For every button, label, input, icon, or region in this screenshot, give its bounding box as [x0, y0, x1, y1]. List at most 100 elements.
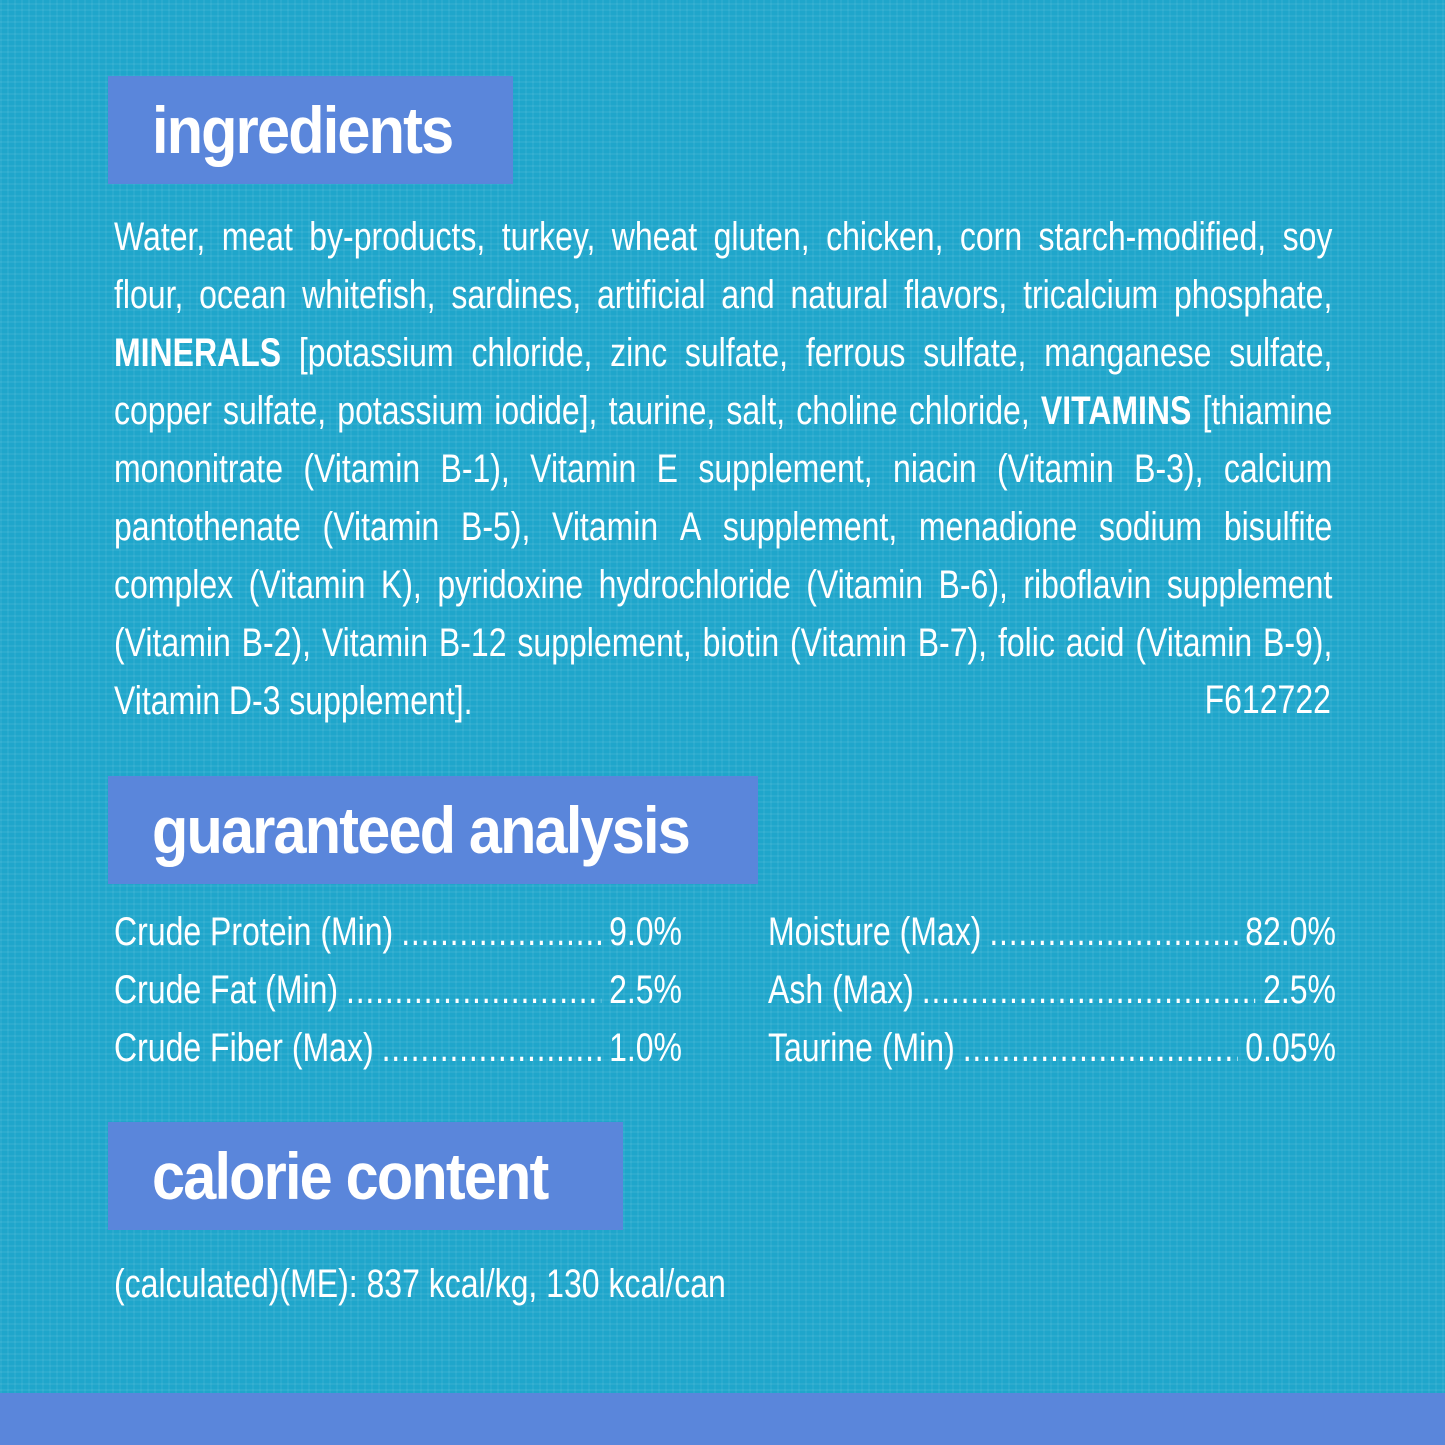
word: bisulfite: [1223, 505, 1333, 549]
word: (Vitamin: [1135, 621, 1253, 665]
word: E: [656, 447, 678, 491]
word: copper: [114, 389, 212, 433]
word: ocean: [199, 273, 287, 317]
word: Vitamin: [321, 621, 429, 665]
word: B-7),: [917, 621, 988, 665]
word: sulfate,: [222, 389, 327, 433]
leader-dots: ........................................…: [989, 910, 1237, 954]
analysis-value: 2.5%: [609, 968, 682, 1012]
leader-dots: ........................................…: [962, 1026, 1238, 1070]
word: manganese: [1044, 331, 1212, 375]
word: gluten,: [713, 215, 810, 259]
word: Vitamin: [552, 505, 659, 549]
word: A: [679, 505, 702, 549]
word: whitefish,: [302, 273, 436, 317]
word: salt,: [726, 389, 786, 433]
word: B-5),: [461, 505, 531, 549]
analysis-name: Taurine (Min): [768, 1026, 955, 1070]
analysis-name: Crude Fat (Min): [114, 968, 339, 1012]
word: taurine,: [608, 389, 716, 433]
word: supplement,: [698, 447, 873, 491]
word: menadione: [918, 505, 1078, 549]
product-code: F612722: [1204, 678, 1331, 722]
word: Vitamin: [530, 447, 637, 491]
word: B-6),: [938, 563, 1008, 607]
ingredient-line: Vitamin D-3 supplement].: [114, 676, 1332, 734]
heading-calorie-content: calorie content: [108, 1122, 623, 1230]
word: starch-modified,: [1038, 215, 1267, 259]
word: (Vitamin: [322, 505, 440, 549]
word: and: [721, 273, 775, 317]
word: (Vitamin: [248, 563, 366, 607]
heading-ingredients: ingredients: [108, 76, 513, 184]
word: (Vitamin: [997, 447, 1114, 491]
word: sardines,: [451, 273, 582, 317]
word: (Vitamin: [790, 621, 907, 665]
word: wheat: [611, 215, 698, 259]
analysis-name: Crude Protein (Min): [114, 910, 394, 954]
word: (Vitamin: [806, 563, 924, 607]
analysis-row: Crude Fat (Min).........................…: [114, 968, 682, 1013]
word: sulfate,: [923, 331, 1027, 375]
leader-dots: ........................................…: [921, 968, 1255, 1012]
word: acid: [1065, 621, 1125, 665]
word: B-12: [438, 621, 507, 665]
ingredients-list: Water, meat by-products, turkey, wheat gluten…: [114, 212, 1445, 734]
word: (Vitamin: [303, 447, 421, 491]
calorie-text: (calculated)(ME): 837 kcal/kg, 130 kcal/…: [114, 1262, 726, 1306]
word: natural: [790, 273, 889, 317]
word: potassium: [337, 389, 484, 433]
leader-dots: ........................................…: [381, 1026, 601, 1070]
word: VITAMINS: [1040, 389, 1192, 433]
word: turkey,: [501, 215, 596, 259]
word: supplement].: [289, 679, 473, 723]
analysis-value: 2.5%: [1263, 968, 1336, 1012]
word: flour,: [114, 273, 184, 317]
analysis-row: Crude Fiber (Max).......................…: [114, 1026, 682, 1071]
leader-dots: ........................................…: [346, 968, 601, 1012]
word: sulfate,: [1229, 331, 1333, 375]
word: B-3),: [1134, 447, 1204, 491]
analysis-name: Crude Fiber (Max): [114, 1026, 374, 1070]
ingredient-line: Water, meat by-products, turkey, wheat gluten…: [114, 212, 1332, 270]
word: niacin: [893, 447, 977, 491]
word: Water,: [114, 215, 206, 259]
word: mononitrate: [114, 447, 283, 491]
ingredient-line: (Vitamin B-2), Vitamin B-12 supplement, bioti…: [114, 618, 1332, 676]
analysis-name: Moisture (Max): [768, 910, 982, 954]
analysis-row: Crude Protein (Min).....................…: [114, 910, 682, 955]
word: supplement,: [517, 621, 692, 665]
ingredient-line: copper sulfate, potassium iodide], taurine, s…: [114, 386, 1332, 444]
word: sulfate,: [684, 331, 789, 375]
word: hydrochloride: [598, 563, 791, 607]
analysis-row: Moisture (Max)..........................…: [768, 910, 1336, 955]
word: chloride,: [471, 331, 593, 375]
bottom-band: [0, 1393, 1445, 1445]
word: folic: [997, 621, 1055, 665]
word: [potassium: [298, 331, 454, 375]
word: meat: [221, 215, 293, 259]
leader-dots: ........................................…: [401, 910, 601, 954]
word: by-products,: [309, 215, 486, 259]
word: riboflavin: [1023, 563, 1152, 607]
word: zinc: [610, 331, 668, 375]
word: choline: [796, 389, 898, 433]
ingredient-line: flour, ocean whitefish, sardines, artificial…: [114, 270, 1332, 328]
word: B-2),: [241, 621, 312, 665]
word: corn: [959, 215, 1023, 259]
word: [thiamine: [1202, 389, 1333, 433]
word: Vitamin: [114, 679, 221, 723]
analysis-value: 82.0%: [1245, 910, 1336, 954]
heading-text: guaranteed analysis: [152, 793, 691, 867]
word: K),: [380, 563, 422, 607]
word: sodium: [1098, 505, 1203, 549]
word: artificial: [597, 273, 706, 317]
word: chloride,: [908, 389, 1030, 433]
ingredient-line: complex (Vitamin K), pyridoxine hydrochlorid…: [114, 560, 1332, 618]
word: tricalcium: [1023, 273, 1159, 317]
word: chicken,: [826, 215, 944, 259]
word: calcium: [1223, 447, 1333, 491]
ingredient-line: MINERALS [potassium chloride, zinc sulfate, f…: [114, 328, 1332, 386]
